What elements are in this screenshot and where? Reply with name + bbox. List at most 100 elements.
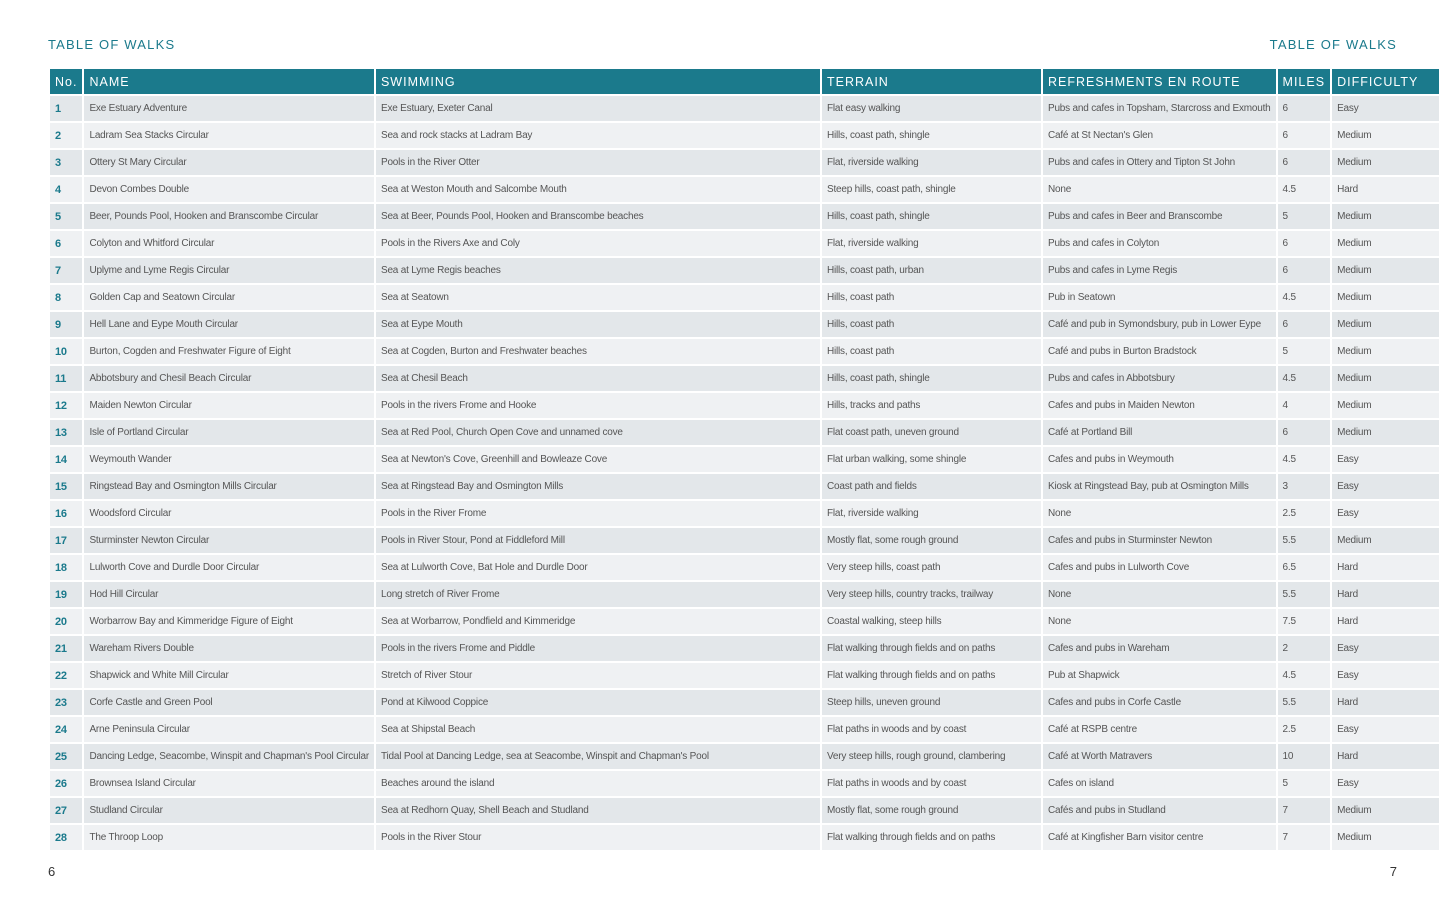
table-cell: Studland Circular xyxy=(84,798,374,823)
table-cell: Café at Portland Bill xyxy=(1042,420,1276,445)
table-cell: Cafes and pubs in Corfe Castle xyxy=(1042,690,1276,715)
table-cell: Golden Cap and Seatown Circular xyxy=(84,285,374,310)
column-header: DIFFICULTY xyxy=(1332,69,1440,94)
table-row: 20 Worbarrow Bay and Kimmeridge Figure of… xyxy=(50,609,1440,634)
table-cell: Pools in River Stour, Pond at Fiddleford… xyxy=(375,528,820,553)
table-cell: Beer, Pounds Pool, Hooken and Branscombe… xyxy=(84,204,374,229)
table-cell: Medium xyxy=(1332,366,1440,391)
table-cell: Sea at Weston Mouth and Salcombe Mouth xyxy=(375,177,820,202)
walk-number: 10 xyxy=(50,339,83,364)
table-cell: Hard xyxy=(1332,582,1440,607)
walk-number: 21 xyxy=(50,636,83,661)
table-cell: Flat easy walking xyxy=(821,96,1041,121)
table-cell: Tidal Pool at Dancing Ledge, sea at Seac… xyxy=(375,744,820,769)
table-cell: Pubs and cafes in Lyme Regis xyxy=(1042,258,1276,283)
table-cell: Pubs and cafes in Ottery and Tipton St J… xyxy=(1042,150,1276,175)
table-cell: 5.5 xyxy=(1277,528,1331,553)
table-cell: Sea at Chesil Beach xyxy=(375,366,820,391)
table-row: 14 Weymouth Wander Sea at Newton's Cove, G… xyxy=(50,447,1440,472)
walk-number: 20 xyxy=(50,609,83,634)
walk-number: 12 xyxy=(50,393,83,418)
column-header: No. xyxy=(50,69,83,94)
walk-number: 6 xyxy=(50,231,83,256)
table-cell: None xyxy=(1042,609,1276,634)
table-row: 25 Dancing Ledge, Seacombe, Winspit and C… xyxy=(50,744,1440,769)
table-cell: Lulworth Cove and Durdle Door Circular xyxy=(84,555,374,580)
table-cell: Flat walking through fields and on paths xyxy=(821,663,1041,688)
table-cell: Very steep hills, coast path xyxy=(821,555,1041,580)
table-cell: Pub in Seatown xyxy=(1042,285,1276,310)
walk-number: 19 xyxy=(50,582,83,607)
table-cell: Hills, coast path xyxy=(821,285,1041,310)
table-row: 17 Sturminster Newton Circular Pools in Ri… xyxy=(50,528,1440,553)
running-title: TABLE OF WALKS xyxy=(48,37,176,52)
table-cell: Pools in the rivers Frome and Piddle xyxy=(375,636,820,661)
table-cell: Sea at Eype Mouth xyxy=(375,312,820,337)
table-cell: 6 xyxy=(1277,231,1331,256)
table-cell: Pools in the rivers Frome and Hooke xyxy=(375,393,820,418)
table-cell: Mostly flat, some rough ground xyxy=(821,528,1041,553)
walk-number: 7 xyxy=(50,258,83,283)
table-row: 5 Beer, Pounds Pool, Hooken and Branscomb… xyxy=(50,204,1440,229)
table-cell: Pools in the River Stour xyxy=(375,825,820,850)
table-cell: Flat paths in woods and by coast xyxy=(821,771,1041,796)
table-cell: Very steep hills, country tracks, trailw… xyxy=(821,582,1041,607)
table-cell: Exe Estuary, Exeter Canal xyxy=(375,96,820,121)
table-cell: None xyxy=(1042,501,1276,526)
table-cell: 4.5 xyxy=(1277,285,1331,310)
table-cell: None xyxy=(1042,582,1276,607)
table-cell: Café and pubs in Burton Bradstock xyxy=(1042,339,1276,364)
table-cell: Weymouth Wander xyxy=(84,447,374,472)
page-number: 6 xyxy=(48,864,56,879)
walks-table: No. NAME SWIMMING TERRAIN REFRESHMENTS EN RO… xyxy=(48,67,1441,852)
column-header: REFRESHMENTS EN ROUTE xyxy=(1042,69,1276,94)
table-cell: Cafés and pubs in Studland xyxy=(1042,798,1276,823)
table-cell: Hills, coast path, shingle xyxy=(821,204,1041,229)
table-row: 19 Hod Hill Circular Long stretch of River… xyxy=(50,582,1440,607)
table-row: 1 Exe Estuary Adventure Exe Estuary, Exete… xyxy=(50,96,1440,121)
table-cell: Cafes on island xyxy=(1042,771,1276,796)
table-cell: Flat paths in woods and by coast xyxy=(821,717,1041,742)
table-cell: Steep hills, uneven ground xyxy=(821,690,1041,715)
table-cell: Easy xyxy=(1332,96,1440,121)
table-cell: Medium xyxy=(1332,150,1440,175)
table-cell: 4 xyxy=(1277,393,1331,418)
table-cell: Medium xyxy=(1332,798,1440,823)
walk-number: 26 xyxy=(50,771,83,796)
walk-number: 16 xyxy=(50,501,83,526)
walk-number: 9 xyxy=(50,312,83,337)
table-cell: Beaches around the island xyxy=(375,771,820,796)
table-row: 2 Ladram Sea Stacks Circular Sea and rock … xyxy=(50,123,1440,148)
table-cell: Easy xyxy=(1332,663,1440,688)
table-cell: 7 xyxy=(1277,825,1331,850)
walk-number: 13 xyxy=(50,420,83,445)
walk-number: 27 xyxy=(50,798,83,823)
table-cell: Sea at Shipstal Beach xyxy=(375,717,820,742)
table-cell: Sea and rock stacks at Ladram Bay xyxy=(375,123,820,148)
table-cell: Pubs and cafes in Beer and Branscombe xyxy=(1042,204,1276,229)
table-row: 27 Studland Circular Sea at Redhorn Quay, … xyxy=(50,798,1440,823)
table-row: 10 Burton, Cogden and Freshwater Figure o… xyxy=(50,339,1440,364)
table-cell: Sea at Newton's Cove, Greenhill and Bowl… xyxy=(375,447,820,472)
walk-number: 5 xyxy=(50,204,83,229)
table-cell: Flat walking through fields and on paths xyxy=(821,825,1041,850)
table-cell: The Throop Loop xyxy=(84,825,374,850)
table-cell: Sea at Ringstead Bay and Osmington Mills xyxy=(375,474,820,499)
table-cell: Flat coast path, uneven ground xyxy=(821,420,1041,445)
table-cell: Worbarrow Bay and Kimmeridge Figure of E… xyxy=(84,609,374,634)
table-cell: 6 xyxy=(1277,96,1331,121)
table-cell: Hard xyxy=(1332,744,1440,769)
walk-number: 17 xyxy=(50,528,83,553)
table-row: 11 Abbotsbury and Chesil Beach Circular Se… xyxy=(50,366,1440,391)
table-cell: Sturminster Newton Circular xyxy=(84,528,374,553)
table-cell: 7.5 xyxy=(1277,609,1331,634)
walk-number: 1 xyxy=(50,96,83,121)
table-cell: Sea at Beer, Pounds Pool, Hooken and Bra… xyxy=(375,204,820,229)
table-cell: Medium xyxy=(1332,420,1440,445)
walk-number: 3 xyxy=(50,150,83,175)
table-cell: Café at RSPB centre xyxy=(1042,717,1276,742)
table-cell: Devon Combes Double xyxy=(84,177,374,202)
table-cell: Hills, coast path, shingle xyxy=(821,123,1041,148)
table-cell: Exe Estuary Adventure xyxy=(84,96,374,121)
table-cell: Ottery St Mary Circular xyxy=(84,150,374,175)
